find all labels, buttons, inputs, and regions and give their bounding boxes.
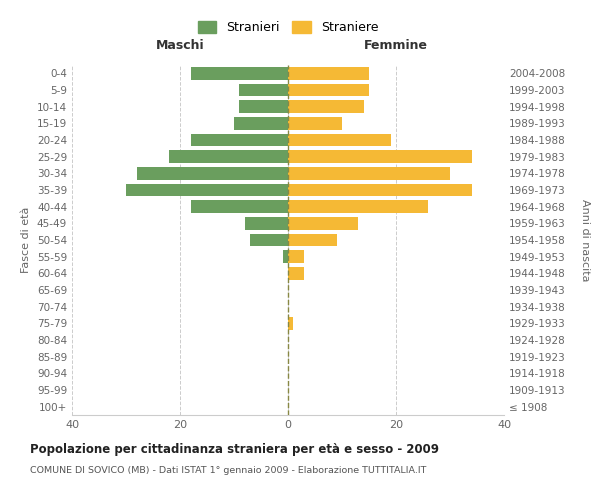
Bar	[288, 167, 450, 179]
Bar	[288, 67, 369, 80]
Bar	[288, 84, 369, 96]
Bar	[288, 134, 391, 146]
Text: Maschi: Maschi	[155, 38, 205, 52]
Bar	[288, 317, 293, 330]
Bar	[288, 200, 428, 213]
Y-axis label: Anni di nascita: Anni di nascita	[580, 198, 590, 281]
Text: Femmine: Femmine	[364, 38, 428, 52]
Bar	[239, 84, 288, 96]
Bar	[245, 217, 288, 230]
Bar	[288, 250, 304, 263]
Bar	[169, 150, 288, 163]
Bar	[126, 184, 288, 196]
Bar	[239, 100, 288, 113]
Bar	[288, 100, 364, 113]
Bar	[191, 200, 288, 213]
Bar	[288, 217, 358, 230]
Bar	[288, 184, 472, 196]
Text: COMUNE DI SOVICO (MB) - Dati ISTAT 1° gennaio 2009 - Elaborazione TUTTITALIA.IT: COMUNE DI SOVICO (MB) - Dati ISTAT 1° ge…	[30, 466, 427, 475]
Bar	[288, 117, 342, 130]
Y-axis label: Fasce di età: Fasce di età	[22, 207, 31, 273]
Bar	[234, 117, 288, 130]
Bar	[191, 134, 288, 146]
Bar	[191, 67, 288, 80]
Bar	[288, 234, 337, 246]
Bar	[250, 234, 288, 246]
Bar	[288, 150, 472, 163]
Text: Popolazione per cittadinanza straniera per età e sesso - 2009: Popolazione per cittadinanza straniera p…	[30, 442, 439, 456]
Legend: Stranieri, Straniere: Stranieri, Straniere	[193, 16, 383, 40]
Bar	[137, 167, 288, 179]
Bar	[288, 267, 304, 280]
Bar	[283, 250, 288, 263]
